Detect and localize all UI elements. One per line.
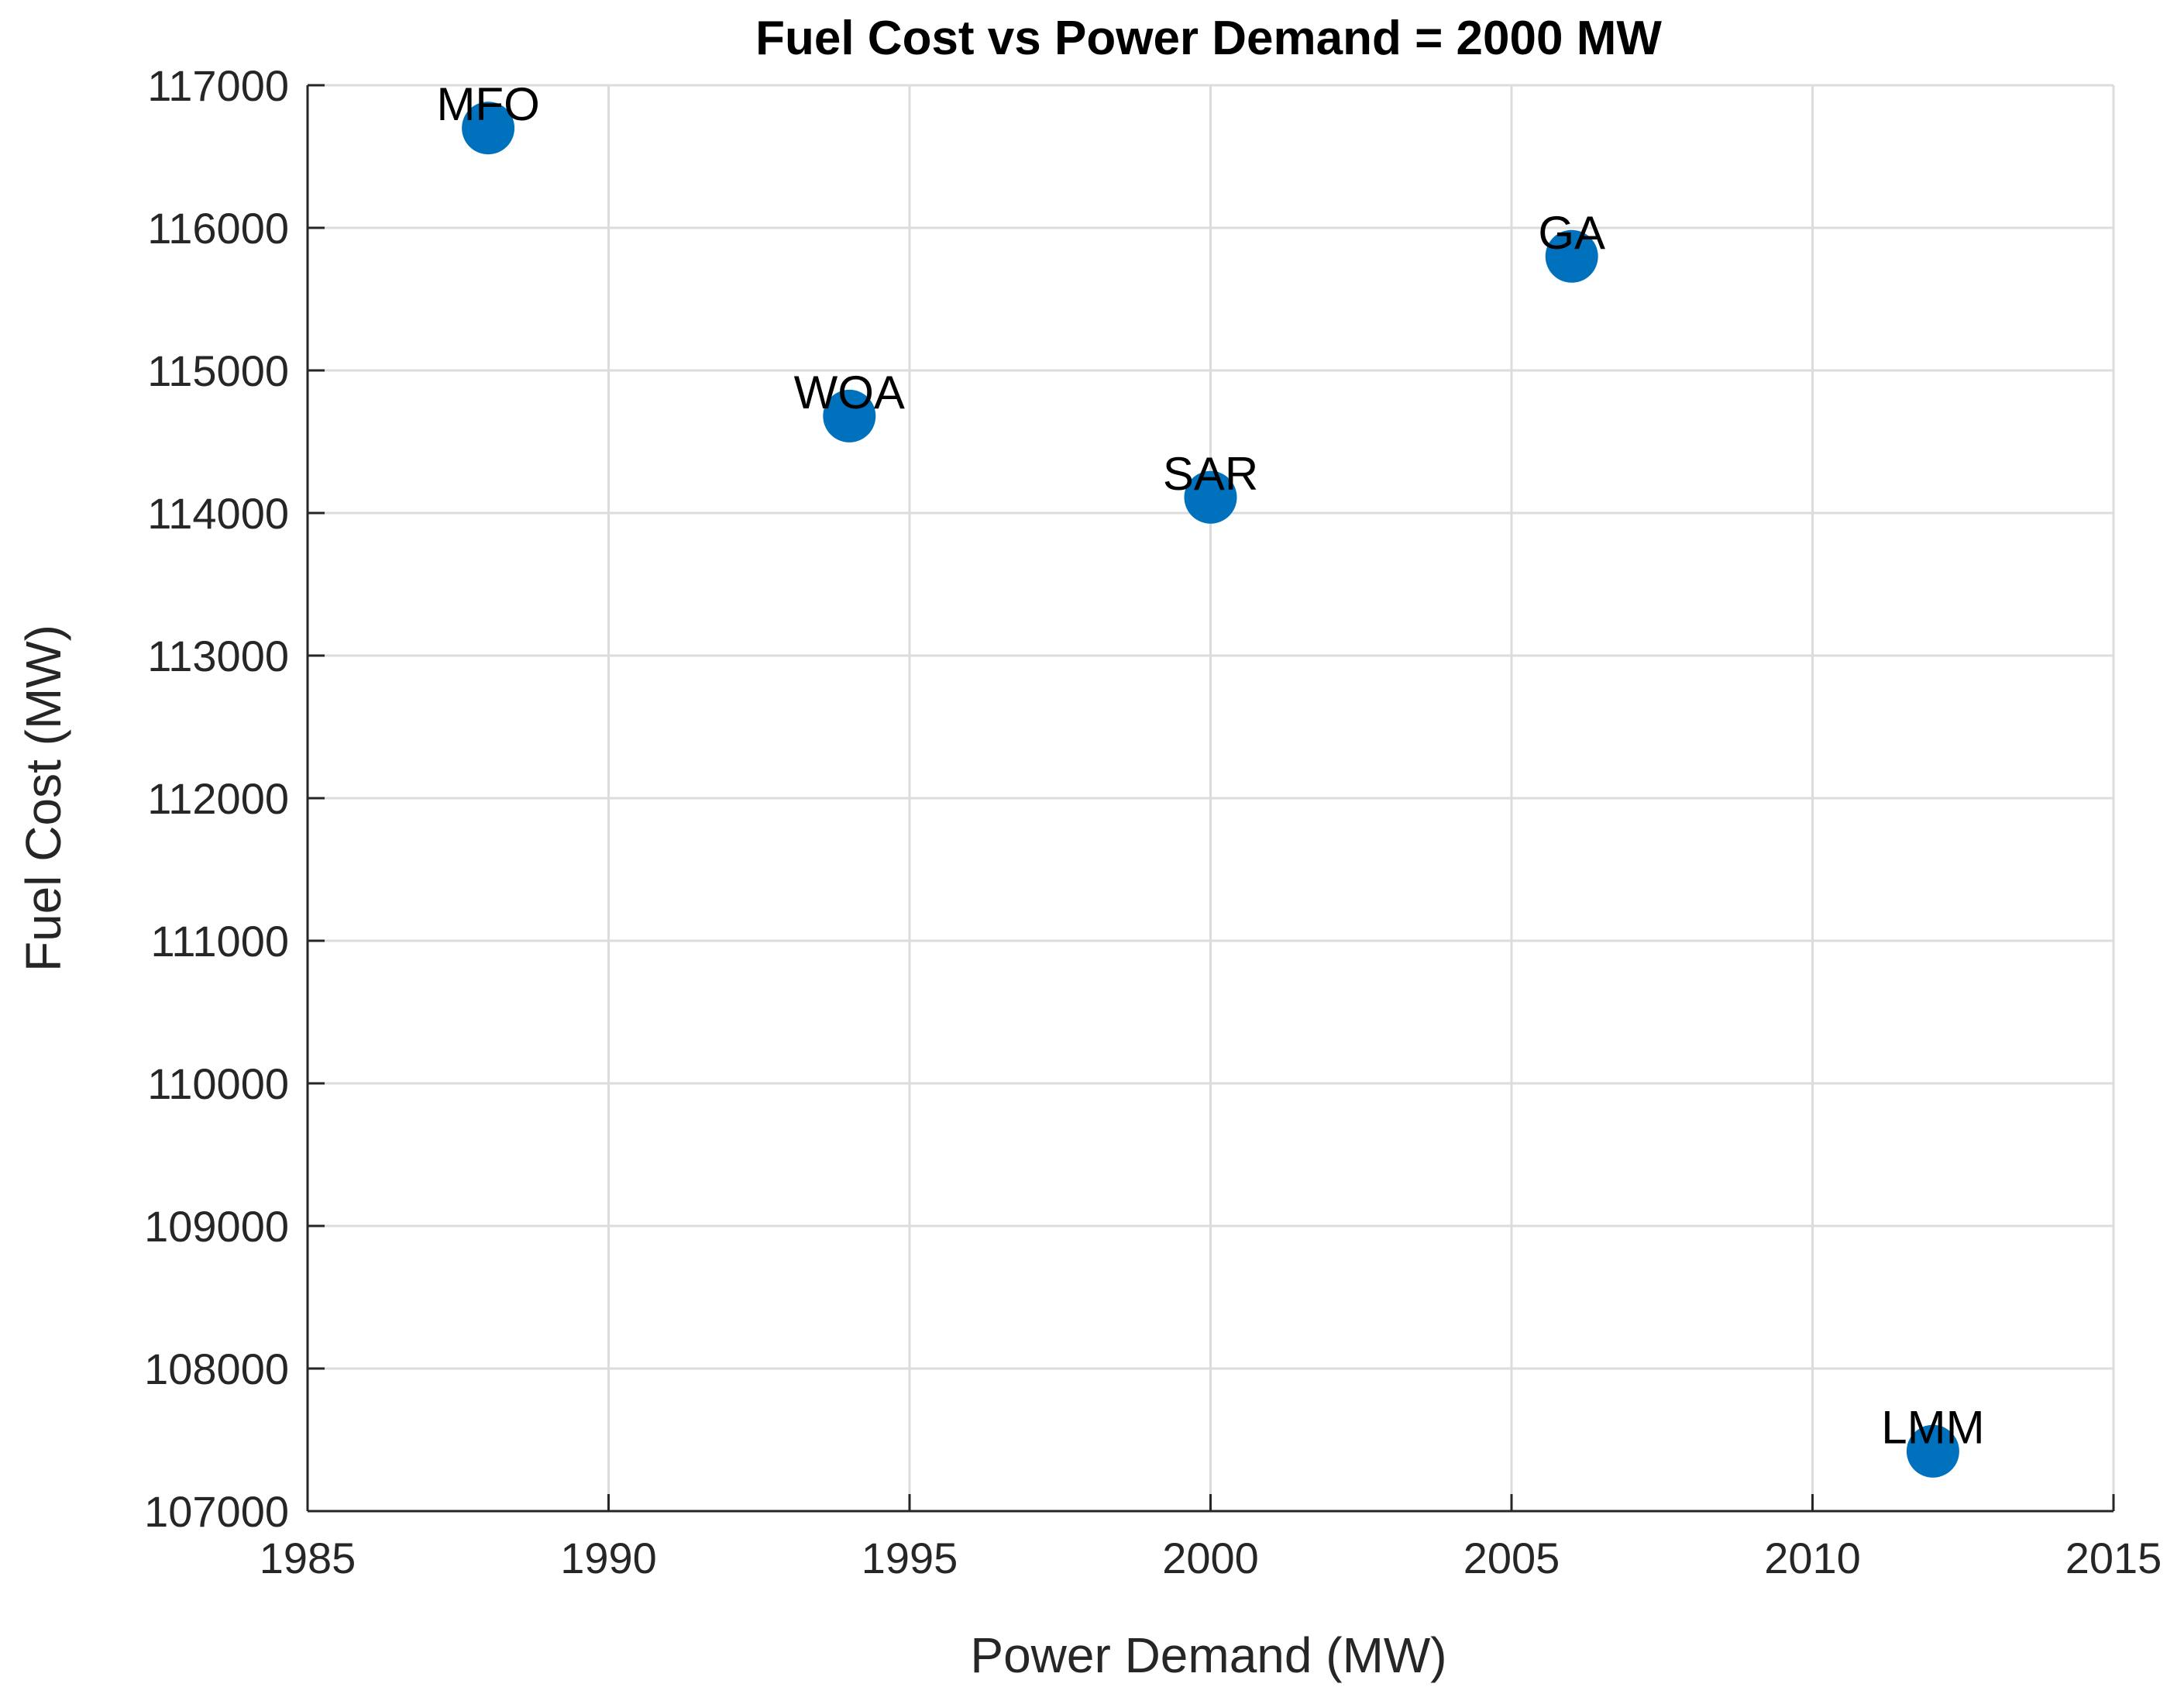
x-tick-label: 1985 [260, 1534, 356, 1582]
data-label-woa: WOA [794, 367, 905, 418]
x-tick-label: 2015 [2065, 1534, 2162, 1582]
grid-lines [306, 84, 2115, 1513]
data-point-ga [1545, 229, 1598, 283]
x-tick-label: 1995 [862, 1534, 958, 1582]
tick-labels: 1985 1990 1995 2000 2005 2010 2015 107000 108000… [144, 61, 2162, 1582]
y-axis-label: Fuel Cost (MW) [15, 625, 71, 972]
y-tick-label: 117000 [147, 61, 289, 110]
data-label-lmm: LMM [1881, 1402, 1984, 1454]
x-tick-label: 2005 [1463, 1534, 1560, 1582]
y-tick-label: 109000 [144, 1202, 289, 1251]
y-tick-label: 115000 [147, 346, 289, 395]
x-axis-label: Power Demand (MW) [970, 1627, 1446, 1683]
y-tick-label: 110000 [147, 1059, 289, 1108]
y-tick-label: 112000 [147, 774, 289, 823]
data-point-mfo [462, 102, 515, 155]
y-tick-label: 114000 [147, 489, 289, 538]
data-point-woa [823, 389, 876, 442]
data-label-ga: GA [1538, 207, 1605, 259]
y-tick-label: 113000 [147, 632, 289, 680]
data-label-sar: SAR [1163, 448, 1258, 500]
y-tick-label: 111000 [150, 917, 289, 966]
data-point-lmm [1906, 1424, 1959, 1478]
x-tick-label: 1990 [560, 1534, 657, 1582]
y-tick-label: 108000 [144, 1345, 289, 1393]
chart-title: Fuel Cost vs Power Demand = 2000 MW [755, 12, 1662, 65]
data-point-sar [1184, 470, 1237, 524]
x-tick-label: 2000 [1162, 1534, 1259, 1582]
y-tick-label: 116000 [147, 204, 289, 253]
y-tick-label: 107000 [144, 1487, 289, 1536]
data-points: MFO WOA SAR GA LMM [436, 78, 1985, 1478]
data-label-mfo: MFO [436, 78, 539, 130]
axes [306, 84, 2115, 1513]
x-tick-label: 2010 [1764, 1534, 1861, 1582]
